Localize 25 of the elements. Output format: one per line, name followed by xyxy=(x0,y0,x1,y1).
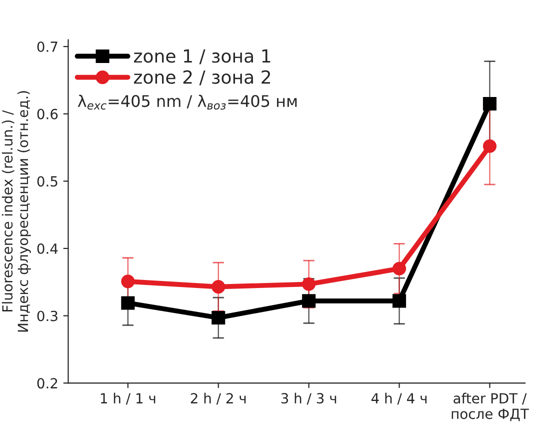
x-tick-label: 2 h / 2 ч xyxy=(190,392,246,405)
point xyxy=(482,96,496,111)
x-tick-label: 1 h / 1 ч xyxy=(100,392,156,405)
legend-label: zone 1 / зона 1 xyxy=(134,49,270,64)
point xyxy=(302,294,316,308)
x-tick-label: 3 h / 3 ч xyxy=(281,392,336,405)
x-tick-label: after PDT / после ФДТ xyxy=(452,392,529,422)
point xyxy=(482,139,496,153)
point xyxy=(302,277,316,291)
x-tick-label: 4 h / 4 ч xyxy=(371,392,427,405)
point xyxy=(212,280,226,294)
point xyxy=(392,294,406,308)
y-tick-label: 0.4 xyxy=(37,243,58,254)
point xyxy=(121,274,135,288)
legend-label: zone 2 / зона 2 xyxy=(134,70,270,86)
annotation: λ$_{exc}$=405 nm / λ$_{воз}$=405 нм xyxy=(78,94,297,110)
y-tick-label: 0.6 xyxy=(37,108,58,120)
y-axis-title: Fluorescence index (rel.un.) / Индекс флуоресценции (отн.ед.) xyxy=(2,91,31,332)
y-tick-label: 0.3 xyxy=(37,310,58,322)
point xyxy=(392,262,406,276)
y-tick-label: 0.7 xyxy=(37,42,58,52)
point xyxy=(212,311,226,325)
y-tick-label: 0.2 xyxy=(37,378,58,389)
y-tick-label: 0.5 xyxy=(37,176,58,187)
point xyxy=(121,296,135,310)
